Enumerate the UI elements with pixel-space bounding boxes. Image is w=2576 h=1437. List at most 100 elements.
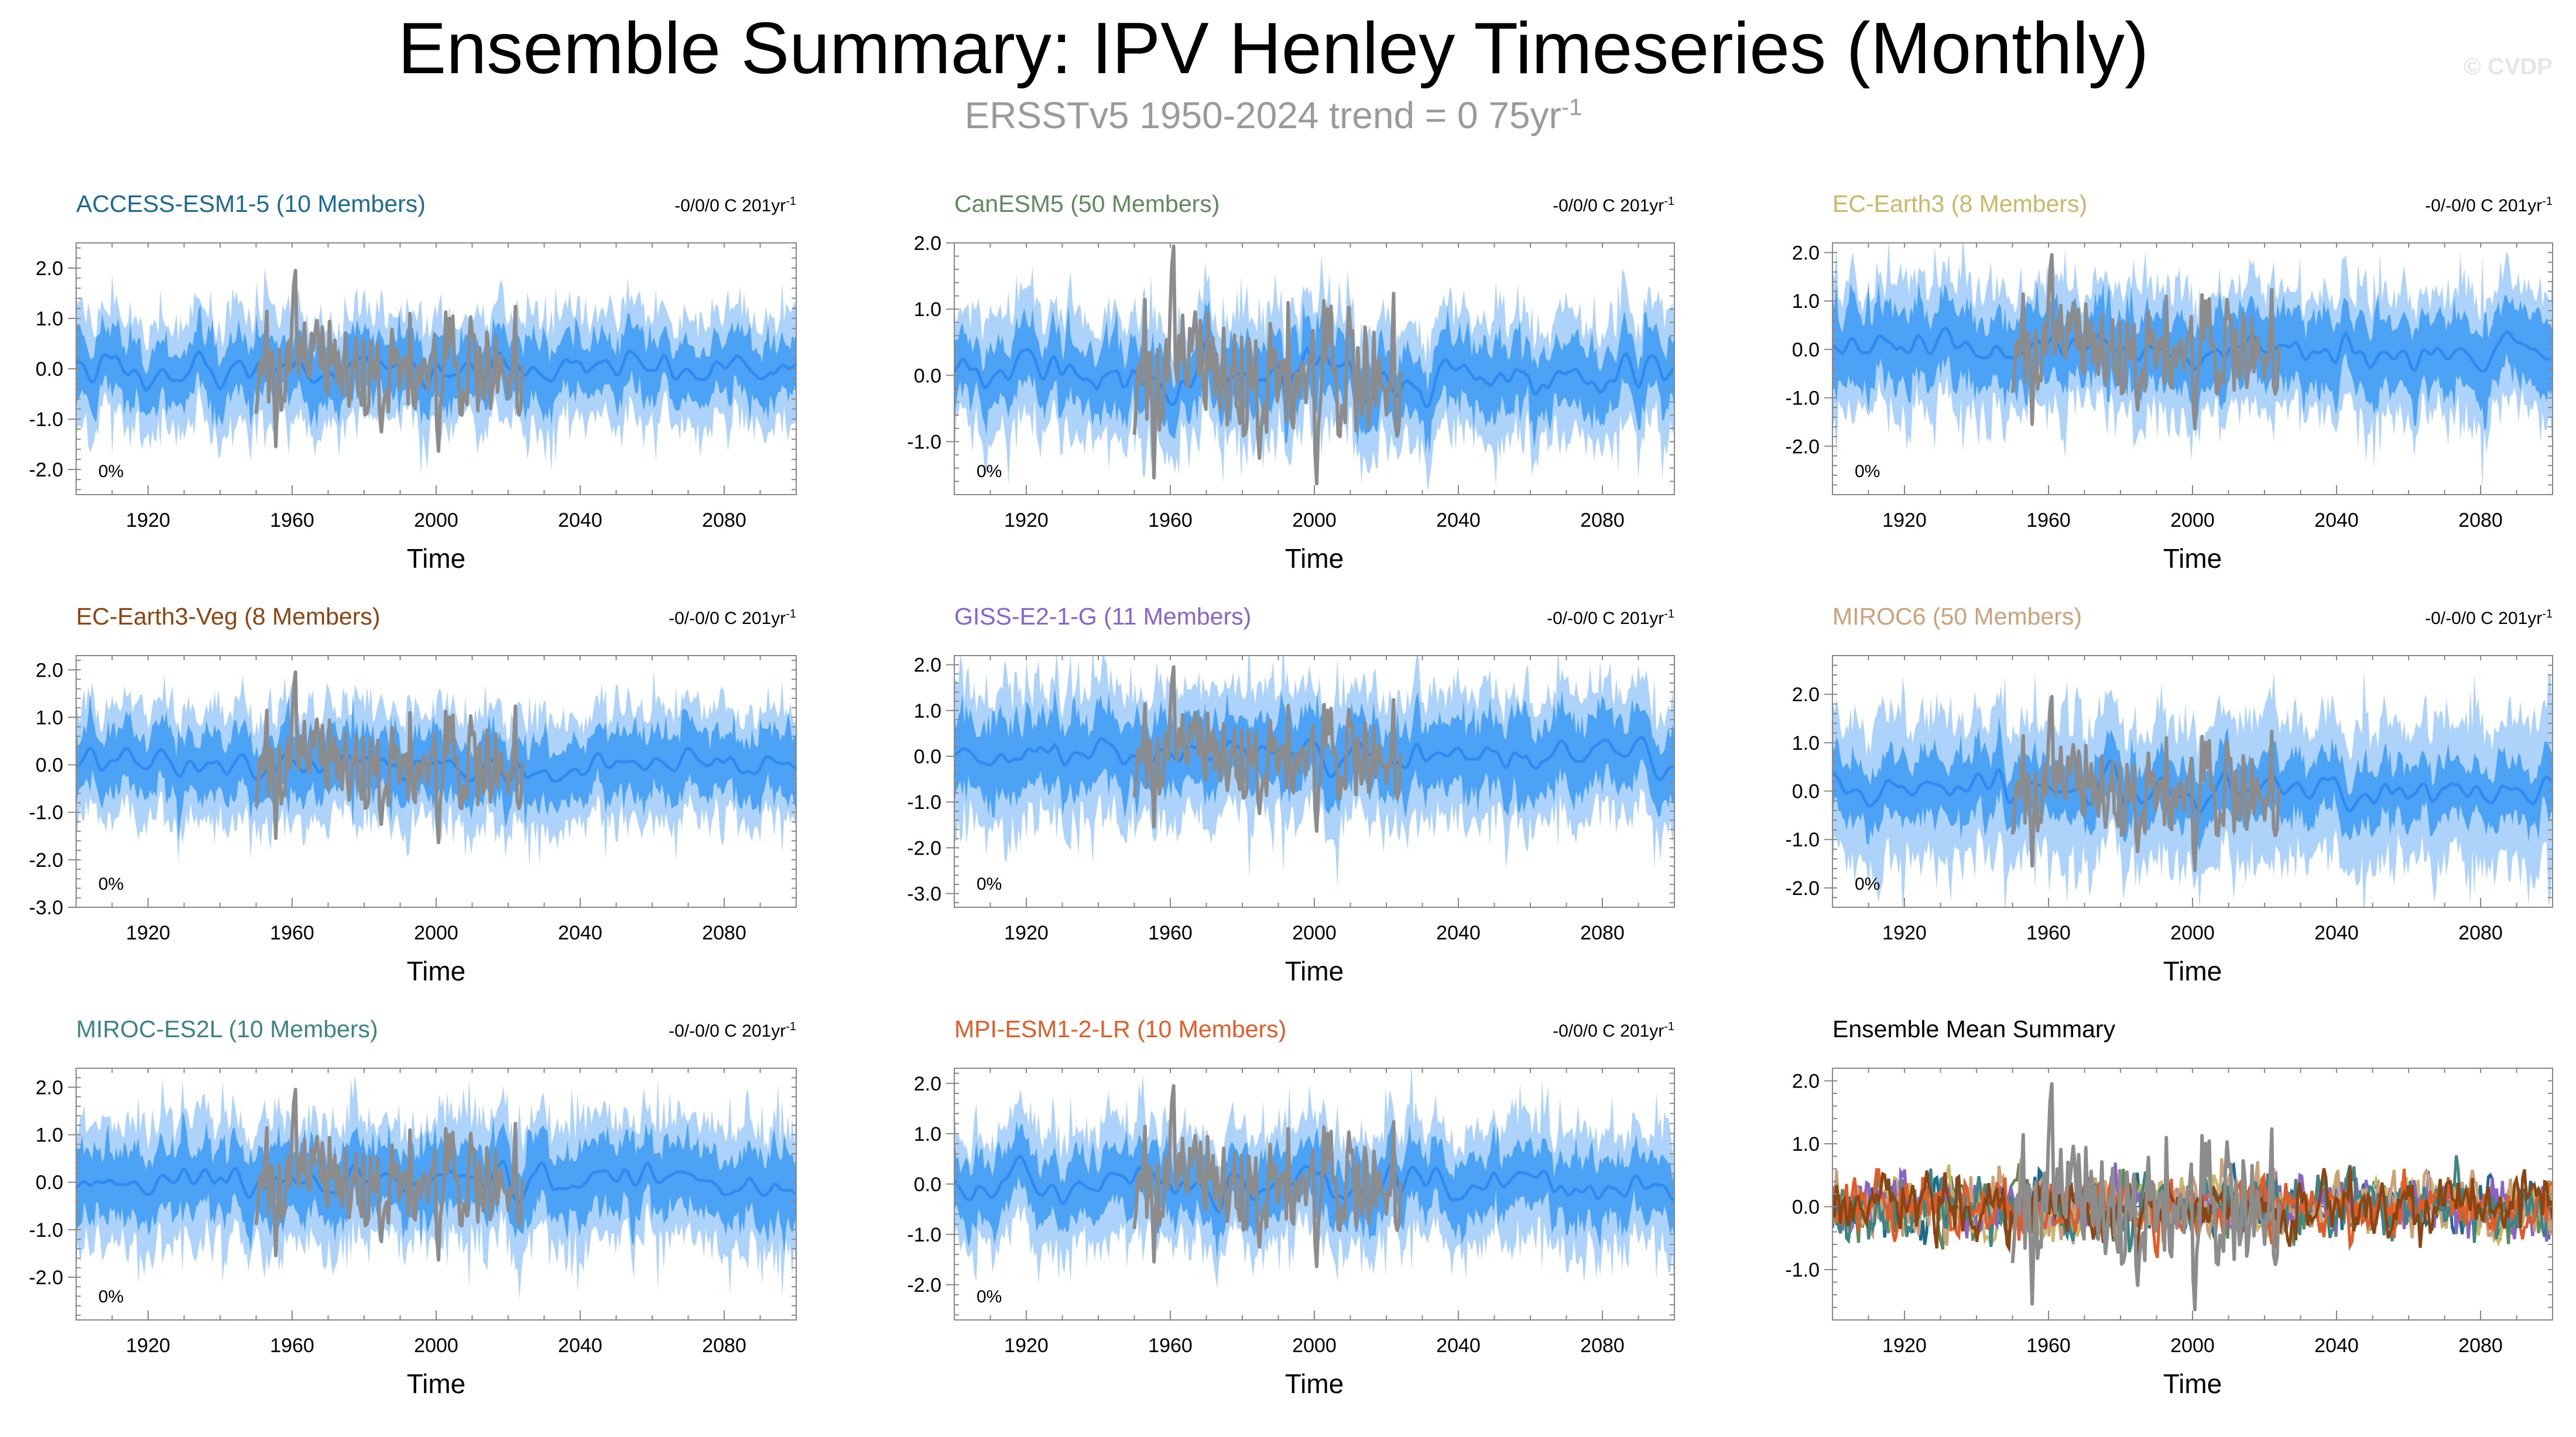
y-tick-label: -2.0 bbox=[29, 849, 63, 872]
x-axis-label: Time bbox=[2163, 956, 2222, 986]
percent-label: 0% bbox=[1855, 462, 1880, 481]
x-tick-label: 2000 bbox=[1292, 922, 1337, 944]
chart-svg: 1920 1960 2000 2040 2080 -3.0 -2.0 -1.0 0.0 1.0 2.… bbox=[29, 655, 797, 986]
x-tick-label: 1920 bbox=[126, 509, 170, 531]
y-tick-label: 0.0 bbox=[914, 746, 941, 768]
x-tick-label: 2040 bbox=[1436, 509, 1481, 531]
y-tick-label: -1.0 bbox=[1785, 387, 1820, 410]
observations-line bbox=[2010, 253, 2281, 431]
page-title: Ensemble Summary: IPV Henley Timeseries … bbox=[398, 8, 2149, 89]
chart-panel: Ensemble Mean Summary 1920 1960 2000 2040 208… bbox=[1756, 1016, 2576, 1437]
chart-title: ACCESS-ESM1-5 (10 Members) bbox=[76, 190, 426, 217]
x-tick-label: 2000 bbox=[2170, 922, 2215, 944]
y-tick-label: 0.0 bbox=[1792, 339, 1820, 361]
x-axis-label: Time bbox=[1285, 1369, 1344, 1399]
x-axis-label: Time bbox=[1285, 543, 1344, 574]
chart-svg: 1920 1960 2000 2040 2080 -1.0 0.0 1.0 2.0 Time 0% bbox=[907, 232, 1675, 574]
x-tick-label: 2040 bbox=[558, 922, 602, 944]
y-tick-label: -2.0 bbox=[29, 459, 63, 481]
trend-label: -0/-0/0 C 201yr-1 bbox=[2425, 195, 2553, 216]
x-tick-label: 2080 bbox=[702, 509, 746, 531]
trend-label-superscript: -1 bbox=[2542, 608, 2553, 620]
x-axis-label: Time bbox=[407, 956, 466, 986]
y-tick-label: -2.0 bbox=[1785, 435, 1820, 458]
trend-label-superscript: -1 bbox=[786, 195, 796, 208]
y-tick-label: 1.0 bbox=[1792, 290, 1820, 313]
x-tick-label: 1920 bbox=[126, 1335, 170, 1357]
y-tick-label: -2.0 bbox=[907, 1274, 941, 1297]
trend-label-text: -0/-0/0 C 201yr bbox=[669, 1021, 786, 1041]
trend-label-superscript: -1 bbox=[786, 608, 796, 620]
y-tick-label: 1.0 bbox=[1792, 732, 1820, 754]
chart-svg: 1920 1960 2000 2040 2080 -2.0 -1.0 0.0 1.0 2.0 Tim… bbox=[1785, 242, 2553, 574]
y-tick-label: 1.0 bbox=[36, 707, 63, 729]
chart-svg: 1920 1960 2000 2040 2080 -2.0 -1.0 0.0 1.0 2.0 Tim… bbox=[1785, 655, 2553, 986]
y-tick-label: -1.0 bbox=[1785, 829, 1820, 851]
x-tick-label: 2040 bbox=[2314, 509, 2359, 531]
percent-label: 0% bbox=[977, 1287, 1002, 1306]
trend-label-text: -0/0/0 C 201yr bbox=[1553, 1021, 1664, 1041]
y-tick-label: -1.0 bbox=[29, 802, 63, 824]
chart-title: EC-Earth3-Veg (8 Members) bbox=[76, 603, 381, 630]
y-tick-label: 2.0 bbox=[1792, 1071, 1820, 1093]
x-tick-label: 1920 bbox=[1882, 922, 1927, 944]
x-tick-label: 1960 bbox=[270, 922, 314, 944]
y-tick-label: 0.0 bbox=[36, 754, 63, 777]
trend-label-text: -0/-0/0 C 201yr bbox=[2425, 196, 2543, 215]
y-tick-label: -2.0 bbox=[1785, 877, 1820, 900]
chart-svg: 1920 1960 2000 2040 2080 -3.0 -2.0 -1.0 0.0 1.0 2.… bbox=[907, 654, 1675, 986]
y-tick-label: -1.0 bbox=[907, 1224, 941, 1246]
x-axis-label: Time bbox=[407, 543, 466, 574]
x-tick-label: 2080 bbox=[702, 922, 746, 944]
x-tick-label: 1920 bbox=[1882, 509, 1927, 531]
observations-line bbox=[2010, 695, 2281, 872]
chart-title: MIROC6 (50 Members) bbox=[1832, 603, 2082, 630]
x-tick-label: 2080 bbox=[1580, 1335, 1625, 1357]
x-tick-label: 2080 bbox=[2458, 922, 2503, 944]
x-tick-label: 2000 bbox=[414, 1335, 458, 1357]
y-tick-label: 0.0 bbox=[914, 1174, 941, 1196]
y-tick-label: 1.0 bbox=[914, 700, 941, 722]
chart-svg: 1920 1960 2000 2040 2080 -2.0 -1.0 0.0 1.0 2.0 Tim… bbox=[29, 1068, 797, 1399]
x-tick-label: 2000 bbox=[2170, 1335, 2215, 1357]
x-axis-label: Time bbox=[407, 1369, 466, 1399]
trend-label: -0/-0/0 C 201yr-1 bbox=[2425, 608, 2553, 629]
observations-line bbox=[254, 269, 525, 453]
y-tick-label: -3.0 bbox=[29, 897, 63, 919]
x-tick-label: 2040 bbox=[558, 1335, 602, 1357]
trend-label: -0/-0/0 C 201yr-1 bbox=[669, 608, 796, 629]
x-tick-label: 2040 bbox=[558, 509, 602, 531]
chart-panel: EC-Earth3 (8 Members) -0/-0/0 C 201yr-1 19… bbox=[1756, 190, 2576, 612]
x-tick-label: 1960 bbox=[1148, 922, 1193, 944]
chart-panel: EC-Earth3-Veg (8 Members) -0/-0/0 C 201yr… bbox=[0, 603, 825, 1024]
trend-label: -0/-0/0 C 201yr-1 bbox=[1547, 608, 1674, 629]
x-tick-label: 1920 bbox=[1004, 509, 1049, 531]
observations-line bbox=[254, 670, 525, 845]
trend-label-text: -0/-0/0 C 201yr bbox=[1547, 609, 1664, 628]
y-tick-label: 2.0 bbox=[914, 232, 941, 255]
observations-line bbox=[254, 1088, 525, 1262]
x-tick-label: 1960 bbox=[1148, 1335, 1193, 1357]
y-tick-label: 1.0 bbox=[36, 1124, 63, 1147]
observations-line bbox=[2010, 1082, 2281, 1312]
trend-label: -0/0/0 C 201yr-1 bbox=[674, 195, 796, 216]
y-tick-label: 0.0 bbox=[1792, 781, 1820, 803]
y-tick-label: 1.0 bbox=[1792, 1133, 1820, 1155]
percent-label: 0% bbox=[977, 462, 1002, 481]
observations-line bbox=[1132, 665, 1403, 833]
chart-svg: 1920 1960 2000 2040 2080 -1.0 0.0 1.0 2.0 Time bbox=[1785, 1068, 2553, 1399]
x-tick-label: 2000 bbox=[1292, 509, 1337, 531]
percent-label: 0% bbox=[98, 1287, 124, 1306]
chart-panel: CanESM5 (50 Members) -0/0/0 C 201yr-1 1920… bbox=[878, 190, 1704, 612]
chart-title: GISS-E2-1-G (11 Members) bbox=[954, 603, 1252, 630]
x-tick-label: 1920 bbox=[126, 922, 170, 944]
observations-line bbox=[1132, 1084, 1403, 1268]
chart-title: EC-Earth3 (8 Members) bbox=[1832, 190, 2088, 217]
chart-title: CanESM5 (50 Members) bbox=[954, 190, 1220, 217]
x-tick-label: 1960 bbox=[2026, 922, 2071, 944]
x-tick-label: 2000 bbox=[1292, 1335, 1337, 1357]
chart-title: Ensemble Mean Summary bbox=[1832, 1016, 2116, 1042]
trend-label-superscript: -1 bbox=[1664, 195, 1674, 208]
y-tick-label: 0.0 bbox=[1792, 1196, 1820, 1219]
x-tick-label: 2040 bbox=[1436, 1335, 1481, 1357]
